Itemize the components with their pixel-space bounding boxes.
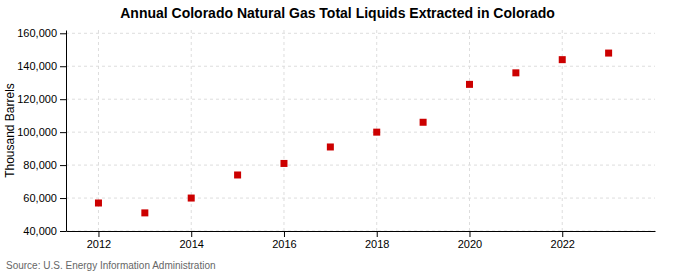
tick: 80,000 xyxy=(23,159,66,171)
grid-line xyxy=(66,198,655,199)
point xyxy=(512,69,519,76)
grid xyxy=(66,30,655,231)
tick-mark xyxy=(60,132,66,133)
grid-line xyxy=(469,30,470,231)
tick-mark xyxy=(98,231,99,237)
point xyxy=(188,195,195,202)
point xyxy=(466,81,473,88)
tick-mark xyxy=(60,99,66,100)
chart: 2012 2014 2016 2018 2020 2022 40,000 60,000 80,0… xyxy=(0,0,675,275)
grid-line xyxy=(66,165,655,166)
tick: 2018 xyxy=(365,231,389,250)
tick: 140,000 xyxy=(17,60,66,72)
tick: 60,000 xyxy=(23,192,66,204)
tick: 2022 xyxy=(551,231,575,250)
tick-mark xyxy=(60,198,66,199)
grid-line xyxy=(66,132,655,133)
grid-line xyxy=(66,33,655,34)
tick: 2012 xyxy=(87,231,111,250)
tick: 100,000 xyxy=(17,126,66,138)
grid-line xyxy=(66,99,655,100)
grid-line xyxy=(66,66,655,67)
tick-label: 80,000 xyxy=(23,159,57,171)
tick-label: 100,000 xyxy=(17,126,57,138)
point xyxy=(95,199,102,206)
axis-line xyxy=(66,31,67,232)
tick: 160,000 xyxy=(17,27,66,39)
tick-label: 2020 xyxy=(458,238,482,250)
tick-label: 160,000 xyxy=(17,27,57,39)
tick-mark xyxy=(377,231,378,237)
tick: 120,000 xyxy=(17,93,66,105)
tick: 2020 xyxy=(458,231,482,250)
tick-label: 2014 xyxy=(179,238,203,250)
point xyxy=(141,209,148,216)
tick-label: 120,000 xyxy=(17,93,57,105)
point xyxy=(234,171,241,178)
tick-label: 2018 xyxy=(365,238,389,250)
points xyxy=(95,50,612,217)
tick-mark xyxy=(191,231,192,237)
tick-mark xyxy=(562,231,563,237)
point xyxy=(420,119,427,126)
tick-mark xyxy=(60,165,66,166)
grid-line xyxy=(283,30,284,231)
tick-label: 2012 xyxy=(87,238,111,250)
point xyxy=(280,160,287,167)
plot-area: 2012 2014 2016 2018 2020 2022 40,000 60,000 80,0… xyxy=(17,27,655,249)
y-axis-title: Thousand Barrels xyxy=(3,83,17,178)
point xyxy=(327,143,334,150)
source-note: Source: U.S. Energy Information Administ… xyxy=(6,260,216,271)
tick: 2014 xyxy=(179,231,203,250)
tick-mark xyxy=(60,231,66,232)
point xyxy=(373,129,380,136)
tick: 40,000 xyxy=(23,225,66,237)
point xyxy=(605,50,612,57)
tick-label: 2016 xyxy=(272,238,296,250)
grid-line xyxy=(66,231,655,232)
tick-mark xyxy=(284,231,285,237)
tick: 2016 xyxy=(272,231,296,250)
tick-label: 40,000 xyxy=(23,225,57,237)
x-axis: 2012 2014 2016 2018 2020 2022 xyxy=(67,231,656,250)
point xyxy=(559,56,566,63)
tick-label: 60,000 xyxy=(23,192,57,204)
y-axis: 40,000 60,000 80,000 100,000 120,000 140,000 1… xyxy=(17,27,66,237)
tick-label: 140,000 xyxy=(17,60,57,72)
title: Annual Colorado Natural Gas Total Liquid… xyxy=(120,5,555,21)
tick-label: 2022 xyxy=(551,238,575,250)
tick-mark xyxy=(60,33,66,34)
tick-mark xyxy=(60,66,66,67)
axis-line xyxy=(67,231,656,232)
tick-mark xyxy=(469,231,470,237)
